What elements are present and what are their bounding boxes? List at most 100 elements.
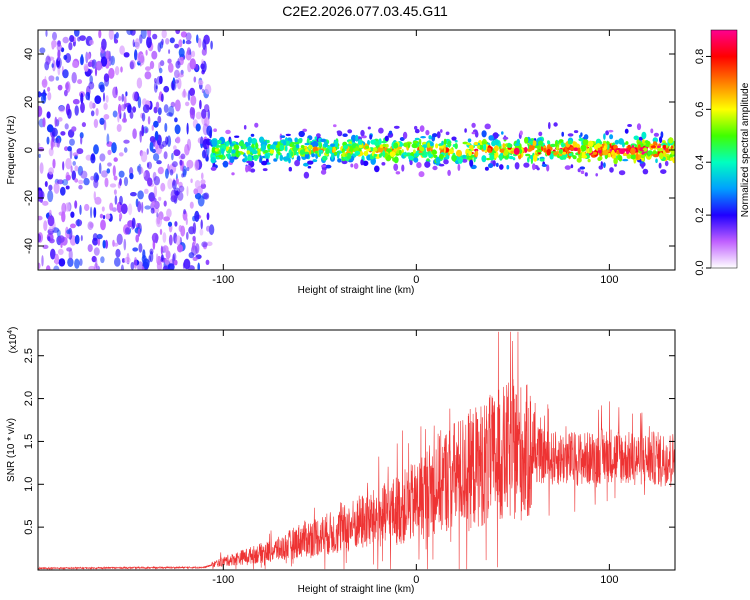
signal-mark [451, 136, 457, 141]
signal-mark [638, 136, 643, 141]
signal-mark [374, 141, 380, 147]
noise-mark [175, 30, 181, 35]
signal-mark [474, 131, 479, 138]
spectrogram-panel: -100 0 100 -40 -20 0 20 40 Height of straight l… [6, 29, 676, 296]
noise-mark [143, 171, 146, 177]
y-tick-label: 2.5 [23, 348, 35, 363]
signal-mark [344, 145, 348, 149]
signal-mark [402, 131, 408, 139]
noise-mark [46, 124, 54, 133]
noise-mark [191, 50, 196, 58]
noise-mark [153, 120, 159, 128]
signal-mark [259, 158, 263, 163]
signal-mark [456, 149, 462, 157]
noise-mark [80, 136, 83, 145]
noise-mark [120, 264, 124, 270]
noise-mark [97, 237, 101, 247]
signal-mark [418, 138, 422, 146]
signal-mark [653, 153, 660, 158]
noise-mark [126, 30, 133, 36]
noise-mark [194, 180, 201, 189]
signal-mark [506, 164, 510, 170]
x-tick-label: 100 [600, 574, 618, 586]
signal-mark [519, 130, 523, 136]
signal-mark [370, 157, 377, 165]
signal-mark [570, 164, 574, 169]
signal-mark [382, 150, 386, 158]
signal-mark [424, 161, 431, 168]
signal-mark [389, 151, 396, 158]
signal-mark [218, 154, 224, 158]
signal-mark [337, 158, 342, 163]
noise-mark [123, 147, 128, 153]
signal-mark [294, 159, 300, 167]
signal-mark [659, 136, 663, 144]
signal-mark [403, 142, 408, 148]
noise-mark [180, 225, 186, 237]
noise-mark [90, 110, 95, 117]
noise-mark [117, 111, 120, 123]
noise-mark [61, 211, 66, 223]
noise-mark [132, 247, 139, 252]
noise-mark [48, 167, 54, 175]
noise-mark [115, 32, 119, 39]
noise-mark [130, 192, 137, 197]
noise-mark [91, 59, 97, 69]
signal-mark [467, 138, 472, 143]
noise-mark [156, 160, 162, 165]
noise-mark [83, 177, 90, 186]
noise-mark [45, 55, 51, 66]
noise-mark [119, 195, 123, 206]
signal-mark [393, 156, 399, 164]
noise-mark [94, 196, 102, 205]
noise-mark [48, 75, 55, 82]
signal-mark [286, 152, 290, 158]
noise-mark [57, 117, 63, 122]
colorbar-ticks: 0.0 0.2 0.4 0.6 0.8 [694, 49, 711, 276]
noise-mark [95, 257, 98, 269]
signal-mark [302, 128, 308, 132]
signal-mark [600, 161, 603, 168]
noise-mark [163, 104, 169, 113]
noise-mark [74, 200, 78, 209]
noise-mark [156, 76, 162, 85]
noise-mark [150, 207, 155, 214]
signal-mark [275, 153, 279, 160]
noise-mark [167, 221, 173, 227]
signal-mark [229, 156, 235, 164]
signal-mark [471, 122, 476, 128]
noise-mark [67, 108, 72, 119]
noise-mark [106, 168, 111, 174]
signal-mark [325, 148, 330, 155]
noise-mark [89, 101, 94, 110]
noise-mark [162, 265, 169, 270]
signal-mark [443, 138, 447, 145]
noise-mark [108, 67, 115, 79]
noise-mark [46, 136, 50, 145]
signal-mark [477, 145, 481, 149]
signal-mark [377, 146, 384, 153]
signal-mark [469, 159, 474, 167]
noise-mark [152, 33, 158, 40]
signal-mark [558, 139, 564, 143]
noise-mark [162, 232, 167, 243]
signal-mark [532, 140, 537, 147]
signal-mark [647, 151, 650, 157]
noise-mark [207, 109, 210, 120]
noise-mark [120, 203, 128, 215]
signal-mark [602, 150, 609, 156]
noise-mark [133, 257, 138, 269]
signal-mark [626, 154, 631, 159]
signal-mark [541, 163, 548, 167]
noise-mark [178, 39, 183, 48]
spectrogram-ylabel: Frequency (Hz) [6, 116, 17, 185]
noise-mark [118, 152, 124, 157]
noise-mark [161, 30, 167, 39]
signal-mark [633, 135, 639, 141]
noise-mark [165, 168, 169, 179]
noise-mark [185, 101, 190, 107]
noise-mark [70, 211, 75, 218]
signal-mark [210, 166, 217, 171]
signal-mark [580, 144, 587, 152]
signal-mark [234, 135, 240, 138]
